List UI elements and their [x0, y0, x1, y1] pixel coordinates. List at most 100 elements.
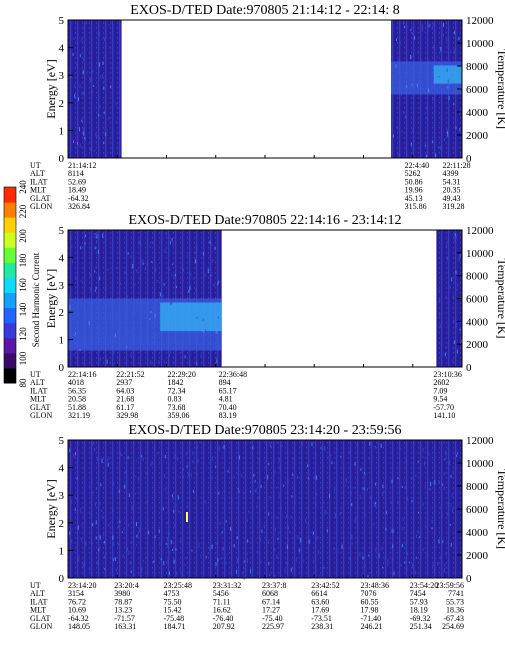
ephemeris-value: 238.31: [311, 622, 333, 631]
heatmap-speck: [81, 300, 83, 304]
heatmap-speck: [387, 559, 389, 563]
heatmap-speck: [297, 535, 299, 540]
heatmap-speck: [103, 555, 105, 559]
heatmap-speck: [158, 359, 160, 364]
heatmap-speck: [164, 360, 166, 364]
heatmap-speck: [123, 528, 125, 531]
heatmap-speck: [404, 67, 406, 72]
heatmap-speck: [218, 491, 220, 495]
heatmap-speck: [106, 458, 108, 461]
ephemeris-row-label: GLON: [30, 622, 52, 631]
heatmap-speck: [82, 70, 84, 75]
heatmap-speck: [80, 510, 82, 514]
heatmap-speck: [165, 232, 167, 236]
heatmap-speck: [96, 457, 98, 462]
heatmap-speck: [173, 274, 175, 278]
heatmap-speck: [172, 496, 174, 500]
heatmap-speck: [443, 569, 445, 574]
heatmap-speck: [340, 455, 342, 458]
ephemeris-value: 78.87: [114, 597, 132, 606]
heatmap-speck: [360, 468, 362, 471]
heatmap-speck: [214, 314, 216, 317]
heatmap-speck: [223, 445, 225, 449]
heatmap-speck: [449, 523, 451, 526]
heatmap-speck: [279, 465, 281, 471]
heatmap-speck: [167, 559, 169, 564]
heatmap-speck: [142, 259, 144, 263]
y2-tick-label: 0: [466, 153, 472, 165]
heatmap-speck: [138, 528, 140, 533]
heatmap-speck: [215, 562, 217, 567]
heatmap-speck: [243, 560, 245, 563]
heatmap-speck: [114, 557, 116, 561]
heatmap-speck: [425, 154, 427, 159]
heatmap-speck: [310, 531, 312, 534]
heatmap-speck: [209, 546, 211, 551]
heatmap-speck: [100, 74, 102, 79]
heatmap-speck: [166, 331, 168, 336]
ephemeris-value: 319.28: [442, 202, 464, 211]
heatmap-speck: [236, 536, 238, 540]
heatmap-speck: [311, 442, 313, 447]
heatmap-speck: [351, 534, 353, 540]
heatmap-speck: [399, 40, 401, 46]
heatmap-speck: [101, 509, 103, 512]
heatmap-speck: [292, 568, 294, 570]
heatmap-speck: [341, 544, 343, 549]
heatmap-speck: [444, 458, 446, 461]
heatmap-speck: [96, 135, 98, 139]
heatmap-speck: [89, 272, 91, 278]
heatmap-speck: [132, 316, 134, 321]
heatmap-speck: [115, 102, 117, 105]
heatmap-speck: [400, 564, 402, 567]
ephemeris-value: 22:36:48: [219, 370, 247, 379]
ephemeris-row-label: GLAT: [30, 194, 51, 203]
ephemeris-value: 4018: [68, 378, 84, 387]
heatmap-speck: [114, 333, 116, 338]
heatmap-speck: [94, 323, 96, 328]
heatmap-speck: [104, 54, 106, 58]
heatmap-speck: [375, 504, 377, 508]
heatmap-speck: [406, 78, 408, 81]
heatmap-speck: [126, 346, 128, 348]
heatmap-speck: [210, 274, 212, 277]
heatmap-speck: [447, 45, 449, 48]
heatmap-speck: [306, 464, 308, 467]
heatmap-speck: [448, 265, 450, 267]
heatmap-speck: [435, 153, 437, 158]
heatmap-speck: [438, 479, 440, 485]
heatmap-speck: [95, 486, 97, 490]
heatmap-speck: [105, 154, 107, 159]
heatmap-speck: [382, 566, 384, 569]
heatmap-speck: [214, 337, 216, 340]
heatmap-speck: [363, 487, 365, 491]
heatmap-speck: [456, 452, 458, 455]
heatmap-speck: [224, 556, 226, 559]
heatmap-speck: [137, 478, 139, 481]
heatmap-speck: [103, 80, 105, 83]
heatmap-speck: [242, 571, 244, 576]
heatmap-speck: [122, 313, 124, 318]
heatmap-speck: [445, 295, 447, 300]
heatmap-speck: [453, 31, 455, 35]
ephemeris-value: -71.57: [114, 614, 135, 623]
heatmap-texture: [68, 20, 122, 158]
heatmap-speck: [90, 513, 92, 518]
ephemeris-row-label: ALT: [30, 589, 45, 598]
heatmap-spot: [186, 512, 188, 522]
heatmap-speck: [338, 551, 340, 554]
heatmap-speck: [288, 526, 290, 530]
heatmap-speck: [440, 47, 442, 52]
heatmap-speck: [454, 83, 456, 85]
heatmap-speck: [238, 455, 240, 460]
heatmap-speck: [154, 327, 156, 332]
heatmap-speck: [240, 474, 242, 478]
heatmap-speck: [188, 570, 190, 574]
heatmap-speck: [211, 470, 213, 473]
heatmap-speck: [345, 484, 347, 487]
heatmap-speck: [100, 301, 102, 306]
heatmap-speck: [324, 566, 326, 569]
heatmap-speck: [140, 569, 142, 574]
heatmap-speck: [254, 489, 256, 494]
